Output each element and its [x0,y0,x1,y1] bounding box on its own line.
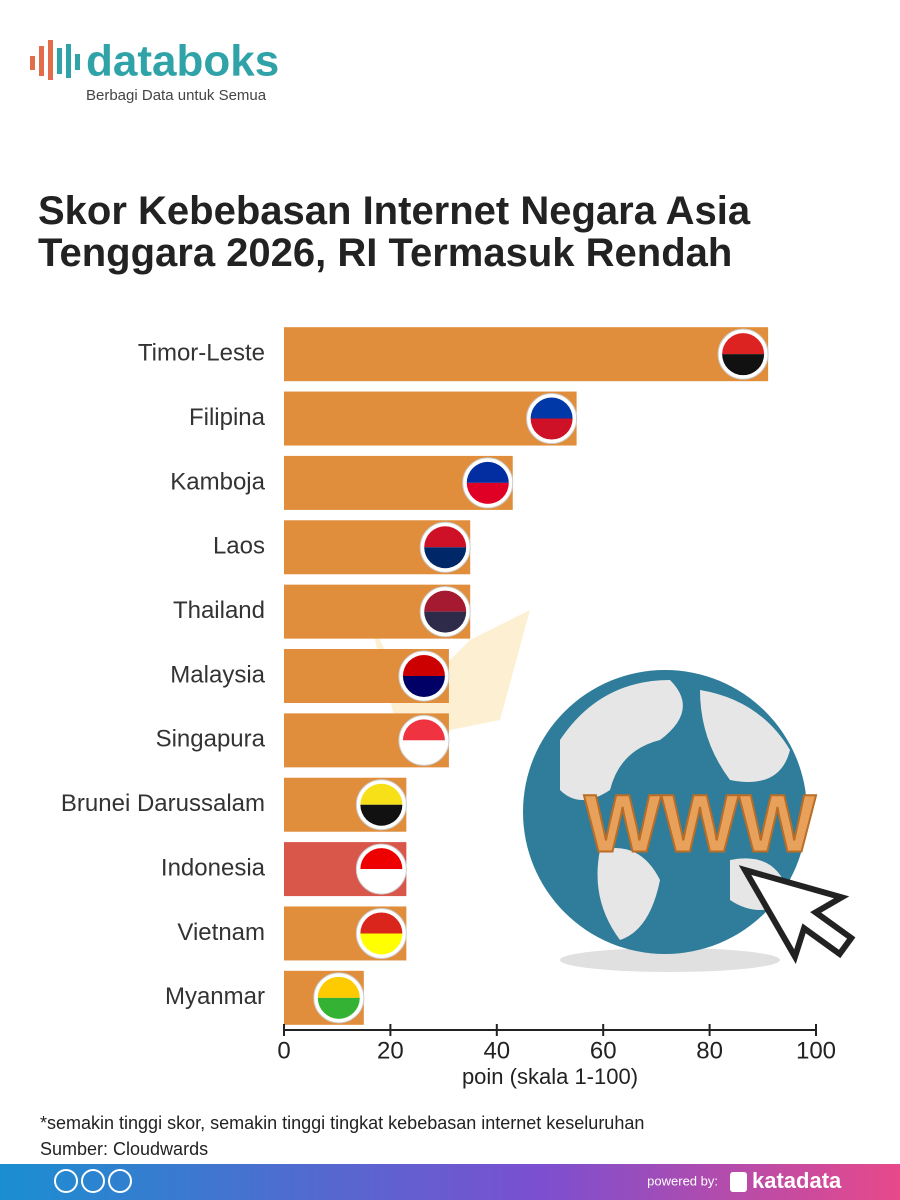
x-tick-label: 80 [696,1037,723,1064]
flag [722,354,765,376]
y-tick-label: Myanmar [165,983,265,1010]
flag [424,590,467,612]
y-tick-label: Malaysia [170,661,265,688]
logo-icon [30,40,80,80]
flag [466,482,509,504]
source: Sumber: Cloudwards [40,1139,208,1159]
x-tick-label: 40 [483,1037,510,1064]
flag [402,655,445,676]
bar [284,327,769,382]
flag [360,933,403,955]
y-tick-label: Kamboja [170,468,265,495]
flag [317,976,360,998]
footer-logo [730,1172,747,1192]
x-tick-label: 100 [796,1037,836,1064]
flag [466,461,509,483]
y-tick-label: Filipina [189,404,266,431]
flag [424,611,467,633]
illustration-text: WWW [584,779,817,870]
y-tick-label: Indonesia [161,854,266,881]
x-axis-label: poin (skala 1-100) [462,1064,638,1089]
tagline: Berbagi Data untuk Semua [86,87,267,104]
y-tick-label: Thailand [173,597,265,624]
flag [360,912,403,934]
footer-bar [0,1164,900,1200]
chart-title: Skor Kebebasan Internet Negara Asia Teng… [38,189,751,275]
y-tick-label: Timor-Leste [138,340,265,367]
flag [360,783,403,805]
y-tick-label: Laos [213,533,265,560]
x-tick-label: 20 [377,1037,404,1064]
footer-brand: katadata [752,1168,842,1193]
flag [317,997,360,1019]
flag [722,333,765,355]
flag [424,526,467,548]
y-tick-label: Singapura [156,726,266,753]
flag [530,397,573,419]
license-icons [54,1169,132,1193]
flag [402,676,445,697]
flag [424,547,467,569]
brand: databoks [86,37,279,86]
y-tick-label: Brunei Darussalam [61,790,265,817]
flag [402,719,445,741]
x-tick-label: 60 [590,1037,617,1064]
note: *semakin tinggi skor, semakin tinggi tin… [40,1113,644,1133]
flag [360,804,403,826]
flag [402,740,445,762]
flag [360,848,403,870]
powered-by: powered by: [647,1173,718,1188]
y-tick-label: Vietnam [177,919,265,946]
flag [530,418,573,440]
x-tick-label: 0 [277,1037,290,1064]
flag [360,869,403,891]
globe-illustration: WWW [523,670,856,972]
watermark [370,610,530,740]
